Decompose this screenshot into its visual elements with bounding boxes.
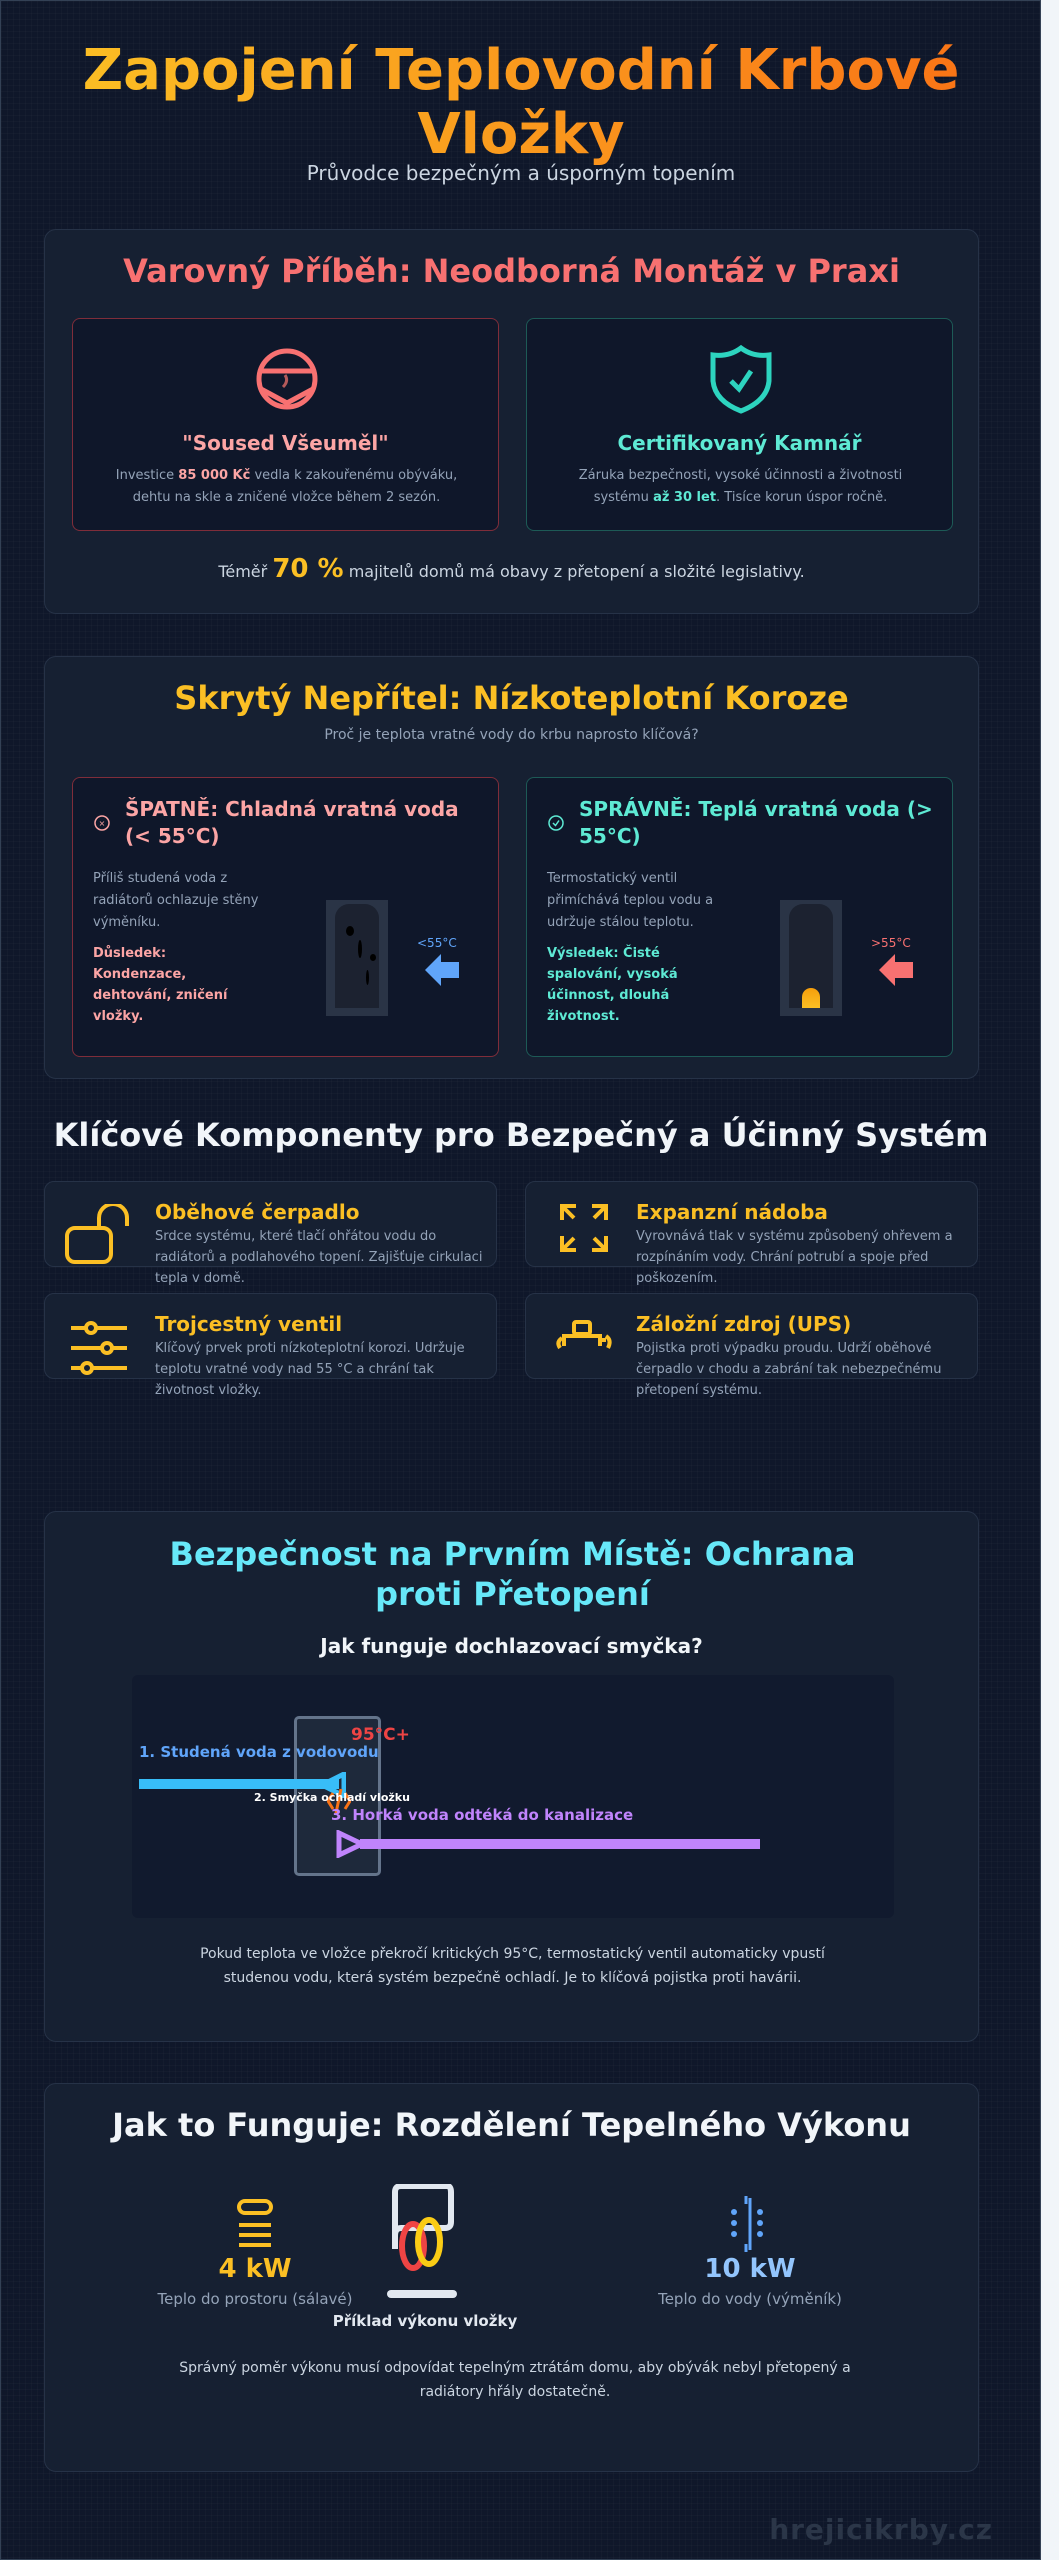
component-title: Expanzní nádoba <box>636 1200 828 1224</box>
power-section: Jak to Funguje: Rozdělení Tepelného Výko… <box>44 2083 979 2472</box>
step3-label: 3. Horká voda odtéká do kanalizace <box>331 1806 634 1824</box>
component-card-expansion: Expanzní nádoba Vyrovnává tlak v systému… <box>525 1181 978 1286</box>
cooling-loop-diagram: 95°C+ 1. Studená voda z vodovodu 2. Smyč… <box>132 1675 894 1918</box>
corroded-exchanger-illustration <box>326 900 388 1016</box>
component-text: Pojistka proti výpadku proudu. Udrží obě… <box>636 1341 942 1398</box>
heat-exchange-icon <box>327 1788 351 1814</box>
certified-installer-title: Certifikovaný Kamnář <box>617 431 862 455</box>
page-subtitle: Průvodce bezpečným a úsporným topením <box>306 161 736 185</box>
component-title: Záložní zdroj (UPS) <box>636 1312 852 1336</box>
cold-water-arrow-icon <box>425 954 459 986</box>
component-card-valve: Trojcestný ventil Klíčový prvek proti ní… <box>44 1293 497 1398</box>
center-label: Příklad výkonu vložky <box>332 2312 518 2330</box>
broken-fireplace-icon <box>256 348 318 410</box>
component-card-ups: Záložní zdroj (UPS) Pojistka proti výpad… <box>525 1293 978 1398</box>
bad-installer-card: "Soused Všeuměl" Investice 85 000 Kč ved… <box>72 318 499 531</box>
corrosion-section: Skrytý Nepřítel: Nízkoteplotní Koroze Pr… <box>44 656 979 1079</box>
step1-label: 1. Studená voda z vodovodu <box>139 1743 379 1761</box>
right-title: SPRÁVNĚ: Teplá vratná voda (> 55°C) <box>579 797 933 848</box>
hot-water-pipe <box>360 1839 760 1849</box>
power-title: Jak to Funguje: Rozdělení Tepelného Výko… <box>112 2106 911 2144</box>
clean-exchanger-illustration <box>780 900 842 1016</box>
check-circle-icon <box>548 815 564 831</box>
stat-line: Téměř 70 % majitelů domů má obavy z přet… <box>218 554 805 584</box>
warm-temp-label: >55°C <box>871 936 911 950</box>
cold-temp-label: <55°C <box>417 936 457 950</box>
safety-section: Bezpečnost na Prvním Místě: Ochrana prot… <box>44 1511 979 2042</box>
plug-icon <box>556 1320 612 1350</box>
right-result: Výsledek: Čisté spalování, vysoká účinno… <box>547 946 678 1024</box>
component-title: Trojcestný ventil <box>155 1312 343 1336</box>
right-text: Termostatický ventil přimíchává teplou v… <box>547 871 714 930</box>
warning-title: Varovný Příběh: Neodborná Montáž v Praxi <box>123 252 900 290</box>
water-heat-icon <box>731 2196 763 2252</box>
corrosion-title: Skrytý Nepřítel: Nízkoteplotní Koroze <box>174 679 849 717</box>
space-power-label: Teplo do prostoru (sálavé) <box>157 2290 353 2308</box>
cold-inflow-arrow-icon <box>320 1772 346 1798</box>
certified-installer-card: Certifikovaný Kamnář Záruka bezpečnosti,… <box>526 318 953 531</box>
sliders-icon <box>71 1321 127 1375</box>
radiant-heat-icon <box>237 2199 273 2247</box>
stat-value: 70 % <box>272 554 344 584</box>
svg-text:×: × <box>99 819 106 828</box>
expand-arrows-icon <box>560 1204 608 1252</box>
corrosion-subtitle: Proč je teplota vratné vody do krbu napr… <box>324 727 699 743</box>
fireplace-flame-icon <box>387 2184 457 2298</box>
wrong-card: × ŠPATNĚ: Chladná vratná voda (< 55°C) P… <box>72 777 499 1057</box>
components-title: Klíčové Komponenty pro Bezpečný a Účinný… <box>53 1116 989 1154</box>
step2-label: 2. Smyčka ochladí vložku <box>254 1791 410 1804</box>
page-title: Zapojení Teplovodní Krbové Vložky <box>61 39 981 167</box>
watermark: hrejicikrby.cz <box>769 2513 993 2546</box>
hot-outflow-arrow-icon <box>336 1830 366 1858</box>
component-text: Vyrovnává tlak v systému způsobený ohřev… <box>636 1229 953 1286</box>
water-power-value: 10 kW <box>704 2254 796 2284</box>
wrong-title: ŠPATNĚ: Chladná vratná voda (< 55°C) <box>125 797 459 848</box>
water-power-label: Teplo do vody (výměník) <box>658 2290 842 2308</box>
shield-check-icon <box>710 344 772 414</box>
component-title: Oběhové čerpadlo <box>155 1200 360 1224</box>
warning-section: Varovný Příběh: Neodborná Montáž v Praxi… <box>44 229 979 614</box>
space-power-value: 4 kW <box>218 2254 292 2284</box>
x-circle-icon: × <box>94 815 110 831</box>
component-card-pump: Oběhové čerpadlo Srdce systému, které tl… <box>44 1181 497 1286</box>
unlock-icon <box>65 1204 129 1264</box>
safety-text: Pokud teplota ve vložce překročí kritick… <box>200 1946 825 1986</box>
cold-water-pipe <box>139 1779 339 1789</box>
safety-title: Bezpečnost na Prvním Místě: Ochrana prot… <box>169 1535 856 1613</box>
component-text: Klíčový prvek proti nízkoteplotní korozi… <box>155 1341 465 1398</box>
power-text: Správný poměr výkonu musí odpovídat tepe… <box>179 2360 851 2400</box>
certified-installer-text: Záruka bezpečnosti, vysoké účinnosti a ž… <box>578 468 903 505</box>
right-card: SPRÁVNĚ: Teplá vratná voda (> 55°C) Term… <box>526 777 953 1057</box>
critical-temp-label: 95°C+ <box>351 1725 410 1745</box>
safety-subtitle: Jak funguje dochlazovací smyčka? <box>320 1634 703 1658</box>
wrong-text: Příliš studená voda z radiátorů ochlazuj… <box>93 871 259 930</box>
wrong-result: Důsledek: Kondenzace, dehtování, zničení… <box>93 946 228 1024</box>
bad-installer-title: "Soused Všeuměl" <box>182 431 389 455</box>
warm-water-arrow-icon <box>879 954 913 986</box>
flame-icon <box>802 988 820 1008</box>
component-text: Srdce systému, které tlačí ohřátou vodu … <box>155 1229 483 1286</box>
bad-installer-text: Investice 85 000 Kč vedla k zakouřenému … <box>115 468 458 505</box>
